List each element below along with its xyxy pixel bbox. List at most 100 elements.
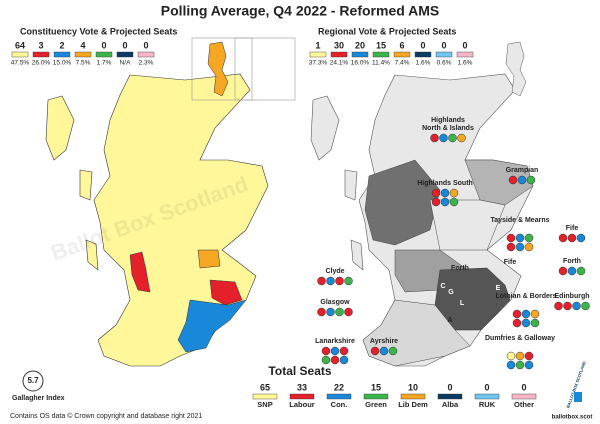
seat-dot (317, 276, 326, 286)
region-label: Lanarkshire (315, 338, 355, 345)
party-name: RUK (479, 400, 496, 409)
seat-dot (431, 197, 441, 207)
party-swatch (53, 51, 71, 58)
seat-count: 30 (334, 40, 344, 50)
party-name: Other (514, 400, 534, 409)
vote-share: 24.1% (330, 60, 349, 67)
total-seats: 22 (334, 382, 344, 392)
vote-share: 2.3% (139, 60, 154, 67)
totals-heading: Total Seats (268, 364, 331, 378)
map-label: G (448, 289, 454, 296)
title: Polling Average, Q4 2022 - Reformed AMS (161, 3, 440, 19)
seat-dot (524, 242, 534, 252)
region-label: Lothian & Borders (495, 293, 556, 300)
seat-dot (526, 175, 536, 185)
party-swatch (351, 51, 369, 58)
seat-dot (440, 197, 450, 207)
party-swatch (435, 51, 453, 58)
seat-count: 64 (15, 40, 25, 50)
seat-dot (321, 355, 331, 365)
vote-share: 16.0% (351, 60, 370, 67)
regional-map (234, 37, 534, 367)
party-swatch (326, 393, 352, 400)
map-label: E (496, 285, 501, 292)
seat-dot (448, 133, 457, 143)
region-label: Highlands South (417, 180, 473, 187)
seat-count: 0 (441, 40, 446, 50)
seat-dot (521, 309, 531, 319)
seat-dot (344, 276, 353, 286)
seat-dot (524, 351, 534, 361)
region-label: Dumfries & Galloway (485, 335, 555, 342)
party-swatch (116, 51, 134, 58)
party-swatch (289, 393, 315, 400)
seat-dot (449, 197, 459, 207)
total-seats: 15 (371, 382, 381, 392)
gallagher-badge (22, 370, 44, 392)
party-swatch (400, 393, 426, 400)
seat-dot (581, 301, 590, 311)
seat-dot (530, 309, 540, 319)
vote-share: 7.4% (395, 60, 410, 67)
seat-dot (335, 276, 344, 286)
seat-dot (515, 360, 525, 370)
seat-dot (512, 318, 522, 328)
seat-dot (515, 233, 525, 243)
seat-dot (506, 242, 516, 252)
seat-dot (530, 318, 540, 328)
seat-dot (430, 133, 439, 143)
seat-dot (439, 133, 448, 143)
map-label: Forth (451, 265, 469, 272)
seat-dot (370, 346, 380, 356)
section-heading: Regional Vote & Projected Seats (318, 26, 456, 36)
region-label: Highlands North & Islands (422, 117, 474, 132)
seat-dot (517, 175, 527, 185)
vote-share: 26.0% (32, 60, 51, 67)
gallagher-value: 5.7 (27, 376, 39, 385)
total-seats: 0 (521, 382, 526, 392)
party-swatch (393, 51, 411, 58)
seat-dot (344, 307, 353, 317)
map-label: Fife (504, 259, 517, 266)
seat-dot (330, 355, 340, 365)
region-label: Glasgow (320, 299, 350, 306)
party-name: Green (365, 400, 387, 409)
seat-count: 1 (315, 40, 320, 50)
seat-count: 20 (355, 40, 365, 50)
party-swatch (414, 51, 432, 58)
seat-dot (567, 233, 577, 243)
party-name: SNP (257, 400, 272, 409)
seat-dot (379, 346, 389, 356)
total-seats: 33 (297, 382, 307, 392)
seat-dot (449, 188, 459, 198)
seat-dot (431, 188, 441, 198)
map-label: A (447, 317, 452, 324)
seat-dot (572, 301, 581, 311)
vote-share: 15.0% (53, 60, 72, 67)
region-label: Forth (563, 258, 581, 265)
region-label: Grampian (506, 167, 539, 174)
party-swatch (363, 393, 389, 400)
seat-dot (326, 307, 335, 317)
seat-count: 0 (143, 40, 148, 50)
seat-count: 4 (80, 40, 85, 50)
constituency-map (45, 37, 269, 367)
party-swatch (95, 51, 113, 58)
seat-count: 0 (420, 40, 425, 50)
map-label: C (440, 283, 445, 290)
vote-share: 1.6% (416, 60, 431, 67)
logo-mark (574, 392, 582, 402)
total-seats: 10 (408, 382, 418, 392)
seat-dot (508, 175, 518, 185)
party-name: Alba (442, 400, 459, 409)
total-seats: 65 (260, 382, 270, 392)
seat-dot (321, 346, 331, 356)
footer: Contains OS data © Crown copyright and d… (10, 412, 202, 420)
seat-count: 0 (462, 40, 467, 50)
vote-share: 47.5% (11, 60, 30, 67)
seat-dot (457, 133, 466, 143)
map-label: L (460, 300, 465, 307)
seat-dot (554, 301, 563, 311)
party-swatch (330, 51, 348, 58)
